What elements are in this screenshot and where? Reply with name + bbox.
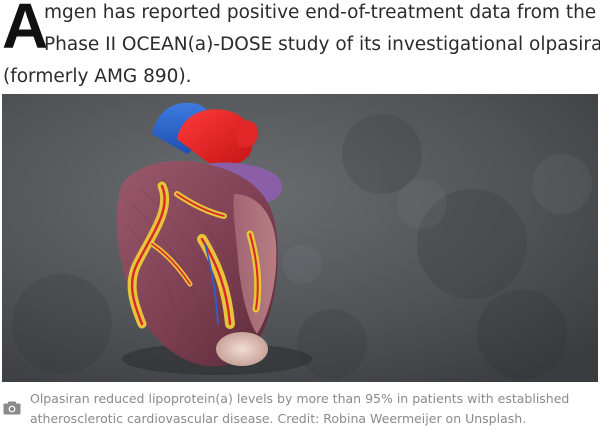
drop-cap: A xyxy=(2,0,49,62)
lead-line-3: (formerly AMG 890). xyxy=(3,66,192,87)
image-caption: Olpasiran reduced lipoprotein(a) levels … xyxy=(0,388,600,430)
article-lead: A mgen has reported positive end-of-trea… xyxy=(0,0,600,92)
heart-model-illustration xyxy=(2,94,598,382)
lead-line-1: mgen has reported positive end-of-treatm… xyxy=(44,2,597,23)
caption-line-1: Olpasiran reduced lipoprotein(a) levels … xyxy=(30,391,570,406)
article-image xyxy=(2,94,598,382)
camera-icon xyxy=(3,401,21,415)
lead-line-2: Phase II OCEAN(a)-DOSE study of its inve… xyxy=(44,34,600,55)
caption-line-2: atherosclerotic cardiovascular disease. … xyxy=(30,411,527,426)
